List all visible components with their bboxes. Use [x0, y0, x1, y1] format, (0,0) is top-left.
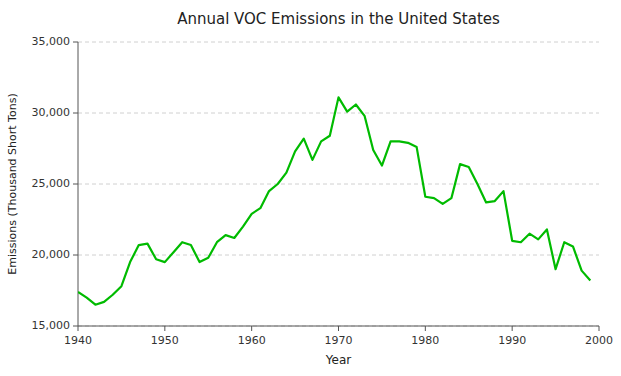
y-tick-label: 15,000 [32, 319, 71, 332]
x-tick-label: 1950 [151, 334, 179, 347]
y-tick [73, 113, 78, 114]
x-axis-label: Year [325, 353, 351, 367]
y-axis-line [78, 42, 79, 326]
x-tick-label: 1970 [325, 334, 353, 347]
page: {"chart_data": {"type": "line", "title":… [0, 0, 621, 376]
x-tick [164, 326, 165, 331]
background [0, 0, 621, 376]
line [78, 97, 590, 304]
x-tick [251, 326, 252, 331]
y-tick-label: 20,000 [32, 248, 71, 261]
y-axis-label: Emissions (Thousand Short Tons) [6, 93, 19, 274]
grid-line [78, 255, 599, 256]
x-tick [425, 326, 426, 331]
x-tick [599, 326, 600, 331]
x-axis-line [78, 326, 599, 327]
grid-line [78, 326, 599, 327]
x-tick-label: 1990 [498, 334, 526, 347]
grid-line [78, 42, 599, 43]
y-tick-label: 30,000 [32, 106, 71, 119]
x-tick [338, 326, 339, 331]
data [78, 97, 590, 304]
y-tick [73, 184, 78, 185]
y-tick [73, 326, 78, 327]
grid-line [78, 113, 599, 114]
chart: 15,000 20,000 25,000 30,000 35,000 1940 1950 19… [0, 0, 621, 376]
title: Annual VOC Emissions in the United State… [177, 10, 500, 28]
x-tick-label: 1960 [238, 334, 266, 347]
y-tick-label: 35,000 [32, 35, 71, 48]
y-tick [73, 255, 78, 256]
x-tick [512, 326, 513, 331]
y-tick [73, 42, 78, 43]
x-tick-label: 2000 [585, 334, 613, 347]
x-tick-label: 1980 [411, 334, 439, 347]
grid-line [78, 184, 599, 185]
y-tick-label: 25,000 [32, 177, 71, 190]
x-tick [78, 326, 79, 331]
x-tick-label: 1940 [64, 334, 92, 347]
grid [78, 42, 599, 326]
axes: 15,000 20,000 25,000 30,000 35,000 1940 1950 19… [32, 35, 614, 347]
